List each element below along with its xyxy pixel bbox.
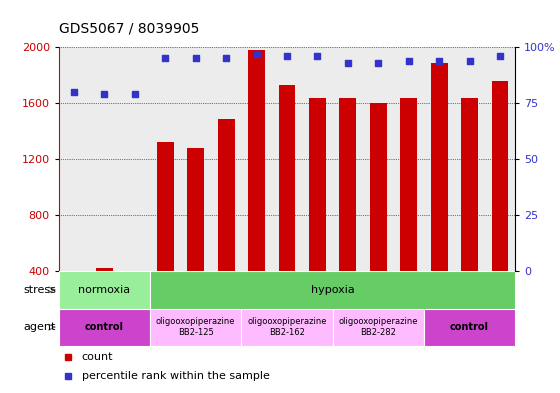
Point bbox=[496, 53, 505, 59]
Bar bbox=[211, 47, 241, 271]
Point bbox=[222, 55, 231, 61]
Bar bbox=[485, 47, 515, 271]
Bar bbox=[218, 119, 235, 327]
Bar bbox=[120, 47, 150, 271]
Bar bbox=[454, 47, 485, 271]
Point bbox=[313, 53, 322, 59]
Bar bbox=[302, 47, 333, 271]
Text: hypoxia: hypoxia bbox=[311, 285, 354, 295]
Bar bbox=[59, 309, 150, 346]
Point bbox=[100, 91, 109, 97]
Text: oligooxopiperazine
BB2-125: oligooxopiperazine BB2-125 bbox=[156, 318, 235, 337]
Point bbox=[404, 57, 413, 64]
Bar bbox=[150, 271, 515, 309]
Bar bbox=[89, 47, 120, 271]
Text: agent: agent bbox=[24, 322, 56, 332]
Bar bbox=[333, 47, 363, 271]
Text: GDS5067 / 8039905: GDS5067 / 8039905 bbox=[59, 22, 199, 36]
Bar bbox=[333, 309, 424, 346]
Bar bbox=[400, 97, 417, 327]
Text: oligooxopiperazine
BB2-282: oligooxopiperazine BB2-282 bbox=[339, 318, 418, 337]
Bar bbox=[424, 309, 515, 346]
Point bbox=[282, 53, 291, 59]
Point bbox=[343, 60, 352, 66]
Bar bbox=[394, 47, 424, 271]
Bar bbox=[424, 47, 454, 271]
Bar bbox=[309, 97, 326, 327]
Bar bbox=[339, 97, 356, 327]
Point bbox=[465, 57, 474, 64]
Bar bbox=[59, 47, 89, 271]
Bar bbox=[241, 309, 333, 346]
Bar bbox=[370, 103, 386, 327]
Bar bbox=[363, 47, 394, 271]
Point bbox=[192, 55, 200, 61]
Text: percentile rank within the sample: percentile rank within the sample bbox=[82, 371, 269, 382]
Text: normoxia: normoxia bbox=[78, 285, 130, 295]
Bar bbox=[180, 47, 211, 271]
Text: count: count bbox=[82, 352, 113, 362]
Bar bbox=[188, 148, 204, 327]
Bar bbox=[272, 47, 302, 271]
Text: stress: stress bbox=[23, 285, 56, 295]
Point bbox=[69, 89, 78, 95]
Point bbox=[130, 91, 139, 97]
Bar bbox=[241, 47, 272, 271]
Bar bbox=[59, 271, 150, 309]
Bar bbox=[96, 268, 113, 327]
Bar bbox=[127, 275, 143, 327]
Bar bbox=[279, 85, 295, 327]
Bar bbox=[431, 62, 447, 327]
Point bbox=[374, 60, 383, 66]
Bar bbox=[150, 47, 180, 271]
Bar bbox=[157, 142, 174, 327]
Text: oligooxopiperazine
BB2-162: oligooxopiperazine BB2-162 bbox=[248, 318, 326, 337]
Point bbox=[252, 51, 261, 57]
Text: control: control bbox=[450, 322, 489, 332]
Text: control: control bbox=[85, 322, 124, 332]
Bar bbox=[150, 309, 241, 346]
Bar bbox=[66, 273, 82, 327]
Bar bbox=[492, 81, 508, 327]
Bar bbox=[248, 50, 265, 327]
Bar bbox=[461, 97, 478, 327]
Point bbox=[161, 55, 170, 61]
Point bbox=[435, 57, 444, 64]
